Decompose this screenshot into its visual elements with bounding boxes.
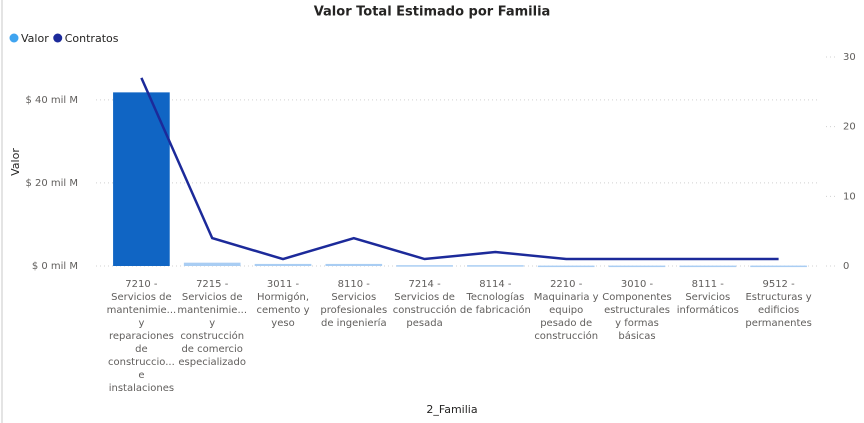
line xyxy=(140,77,779,261)
x-tick-label: 3010 - xyxy=(621,279,654,290)
x-tick-label: cemento y xyxy=(256,305,309,316)
x-tick-label: y xyxy=(209,318,215,329)
x-tick-label: Servicios xyxy=(331,292,376,303)
bar xyxy=(750,265,807,268)
x-tick-label: Componentes xyxy=(602,292,671,303)
legend-marker xyxy=(53,33,63,43)
x-tick-label: instalaciones xyxy=(109,383,174,394)
x-tick-label: permanentes xyxy=(745,318,811,329)
bar xyxy=(113,92,170,266)
x-tick-label: Servicios de xyxy=(111,292,172,303)
x-tick-label: Servicios de xyxy=(182,292,243,303)
bar xyxy=(467,265,524,267)
x-tick-label: Servicios xyxy=(685,292,730,303)
x-tick-label: equipo xyxy=(549,305,583,316)
y2-tick-label: 0 xyxy=(843,261,849,272)
bar xyxy=(254,263,312,266)
y2-tick-label: 10 xyxy=(843,191,856,202)
x-tick-label: pesado de xyxy=(540,318,592,329)
y-axis-title: Valor xyxy=(9,148,22,176)
y2-tick-label: 20 xyxy=(843,122,856,133)
x-tick-label: de comercio xyxy=(181,344,242,355)
x-tick-label: Hormigón, xyxy=(257,291,309,303)
x-tick-label: 3011 - xyxy=(267,279,300,290)
x-tick-label: 7214 - xyxy=(408,279,441,290)
x-tick-label: Estructuras y xyxy=(745,292,811,303)
legend-marker xyxy=(9,33,19,43)
x-tick-label: Servicios de xyxy=(394,292,455,303)
x-tick-label: construcción xyxy=(393,304,457,316)
legend-label: Contratos xyxy=(65,32,119,45)
x-tick-label: construcción xyxy=(180,330,244,342)
x-tick-label: 2210 - xyxy=(550,279,583,290)
y-tick-label: $ 0 mil M xyxy=(32,261,78,272)
bar xyxy=(396,265,453,267)
x-tick-label: 7215 - xyxy=(196,279,229,290)
y-tick-label: $ 20 mil M xyxy=(25,178,78,189)
x-tick-label: construcción xyxy=(534,330,598,342)
x-tick-label: 7210 - xyxy=(125,279,158,290)
bar xyxy=(183,262,241,266)
x-tick-label: 9512 - xyxy=(762,279,795,290)
x-tick-label: informáticos xyxy=(677,304,739,316)
x-tick-label: y formas xyxy=(615,318,659,329)
x-tick-label: estructurales xyxy=(604,305,670,316)
bar xyxy=(608,265,666,268)
x-tick-label: y xyxy=(138,318,144,329)
legend-label: Valor xyxy=(21,32,49,45)
x-tick-label: construccio... xyxy=(108,357,175,368)
x-tick-label: especializado xyxy=(178,357,246,368)
x-tick-label: yeso xyxy=(271,318,294,329)
x-tick-label: Tecnologías xyxy=(465,291,524,303)
y2-tick-label: 30 xyxy=(843,52,856,63)
x-tick-label: de fabricación xyxy=(460,304,531,316)
x-tick-label: profesionales xyxy=(320,305,387,316)
x-tick-label: básicas xyxy=(618,330,655,342)
x-tick-label: mantenimie... xyxy=(107,305,177,316)
x-tick-label: 8111 - xyxy=(692,279,725,290)
x-tick-label: reparaciones xyxy=(109,331,174,342)
x-tick-label: 8110 - xyxy=(338,279,371,290)
x-tick-label: de xyxy=(135,344,148,355)
x-tick-label: e xyxy=(138,370,144,381)
bar xyxy=(325,263,383,266)
bar xyxy=(537,265,595,268)
x-tick-label: de ingeniería xyxy=(321,317,387,329)
bar xyxy=(679,265,737,268)
x-tick-label: pesada xyxy=(406,318,442,329)
x-axis-title: 2_Familia xyxy=(426,403,477,416)
x-tick-label: edificios xyxy=(758,305,799,316)
chart-title: Valor Total Estimado por Familia xyxy=(314,5,551,20)
x-tick-label: 8114 - xyxy=(479,279,512,290)
x-tick-label: mantenimie... xyxy=(177,305,247,316)
y-tick-label: $ 40 mil M xyxy=(25,95,78,106)
x-tick-label: Maquinaria y xyxy=(534,292,599,303)
